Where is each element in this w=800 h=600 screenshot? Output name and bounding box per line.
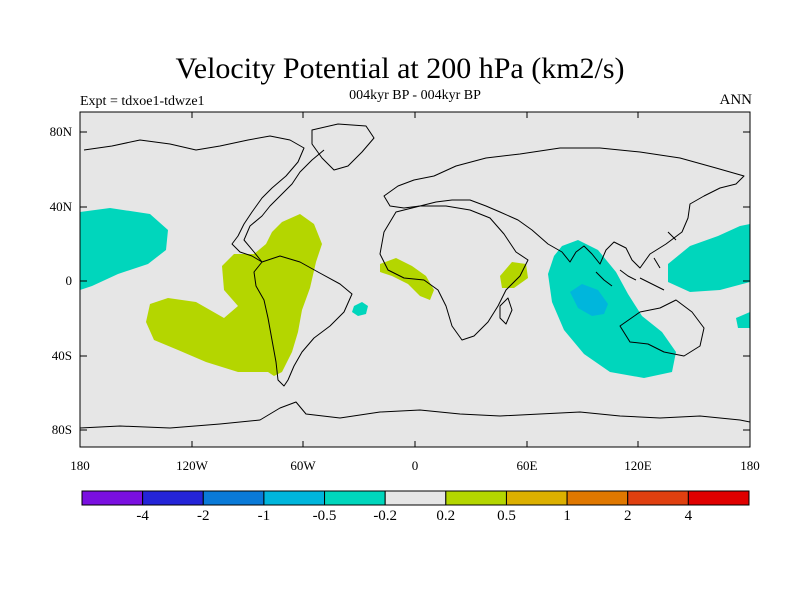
x-tick-label-180w: 180 xyxy=(70,458,90,473)
colorbar-label: -4 xyxy=(136,508,149,524)
positive-anomaly-atlantic-africa xyxy=(380,258,434,300)
colorbar-swatch xyxy=(202,490,265,506)
colorbar-swatch xyxy=(81,490,144,506)
coastline-south-america xyxy=(253,255,353,387)
season-label: ANN xyxy=(719,92,753,108)
coastline-antarctica xyxy=(80,401,750,429)
negative-anomaly-pacific-west xyxy=(80,208,168,290)
coastline-greenland xyxy=(311,123,375,171)
coastline-australia xyxy=(619,299,705,357)
y-tick-label-80s: 80S xyxy=(51,422,72,437)
colorbar-label: -1 xyxy=(257,508,271,524)
coastline-maritime-islands xyxy=(595,231,677,291)
coastline-eurasia xyxy=(383,147,745,269)
positive-anomaly-east-africa xyxy=(500,262,528,288)
colorbar-swatch xyxy=(324,490,386,506)
colorbar-label: 1 xyxy=(563,508,571,524)
colorbar-swatch xyxy=(627,490,689,506)
colorbar-swatch xyxy=(142,490,204,506)
colorbar-label: -2 xyxy=(197,508,210,524)
x-tick-label-60e: 60E xyxy=(516,458,538,473)
y-tick-label-0: 0 xyxy=(65,273,73,288)
map-subtitle: 004kyr BP - 004kyr BP xyxy=(349,88,481,103)
colorbar-swatch xyxy=(566,490,629,506)
coastlines xyxy=(80,123,750,429)
colorbar-swatch xyxy=(505,490,568,506)
colorbar-label: 4 xyxy=(684,508,693,524)
x-tick-label-0: 0 xyxy=(411,458,419,473)
x-tick-label-180e: 180 xyxy=(740,458,760,473)
positive-anomaly-south-america xyxy=(146,214,322,376)
colorbar-label: 2 xyxy=(623,508,632,524)
coastline-madagascar xyxy=(499,297,513,325)
experiment-label: Expt = tdxoe1-tdwze1 xyxy=(80,94,205,109)
y-tick-label-80n: 80N xyxy=(49,124,72,139)
negative-anomaly-south-atlantic xyxy=(352,302,368,316)
negative-anomaly-coral-sea xyxy=(736,312,750,328)
colorbar-label: -0.5 xyxy=(312,508,337,524)
y-tick-label-40n: 40N xyxy=(49,199,72,214)
colorbar-swatch xyxy=(445,490,507,506)
x-tick-label-120w: 120W xyxy=(176,458,208,473)
colorbar-label: -0.2 xyxy=(373,508,398,524)
map-title: Velocity Potential at 200 hPa (km2/s) xyxy=(175,52,625,85)
negative-anomaly-indian-ocean-core xyxy=(570,284,608,316)
coastline-north-america xyxy=(83,135,325,263)
negative-anomaly-west-pacific xyxy=(668,224,750,292)
x-axis-ticks xyxy=(191,112,639,447)
y-tick-label-40s: 40S xyxy=(51,348,72,363)
y-axis-ticks xyxy=(80,131,750,431)
colorbar-swatch xyxy=(263,490,326,506)
colorbar-swatch xyxy=(384,490,447,506)
colorbar-label: 0.5 xyxy=(497,508,516,524)
colorbar-label: 0.2 xyxy=(436,508,456,524)
x-tick-label-120e: 120E xyxy=(624,458,652,473)
x-tick-label-60w: 60W xyxy=(290,458,316,473)
coastline-africa xyxy=(379,205,529,341)
colorbar-swatch xyxy=(687,490,750,506)
colorbar xyxy=(81,490,750,506)
